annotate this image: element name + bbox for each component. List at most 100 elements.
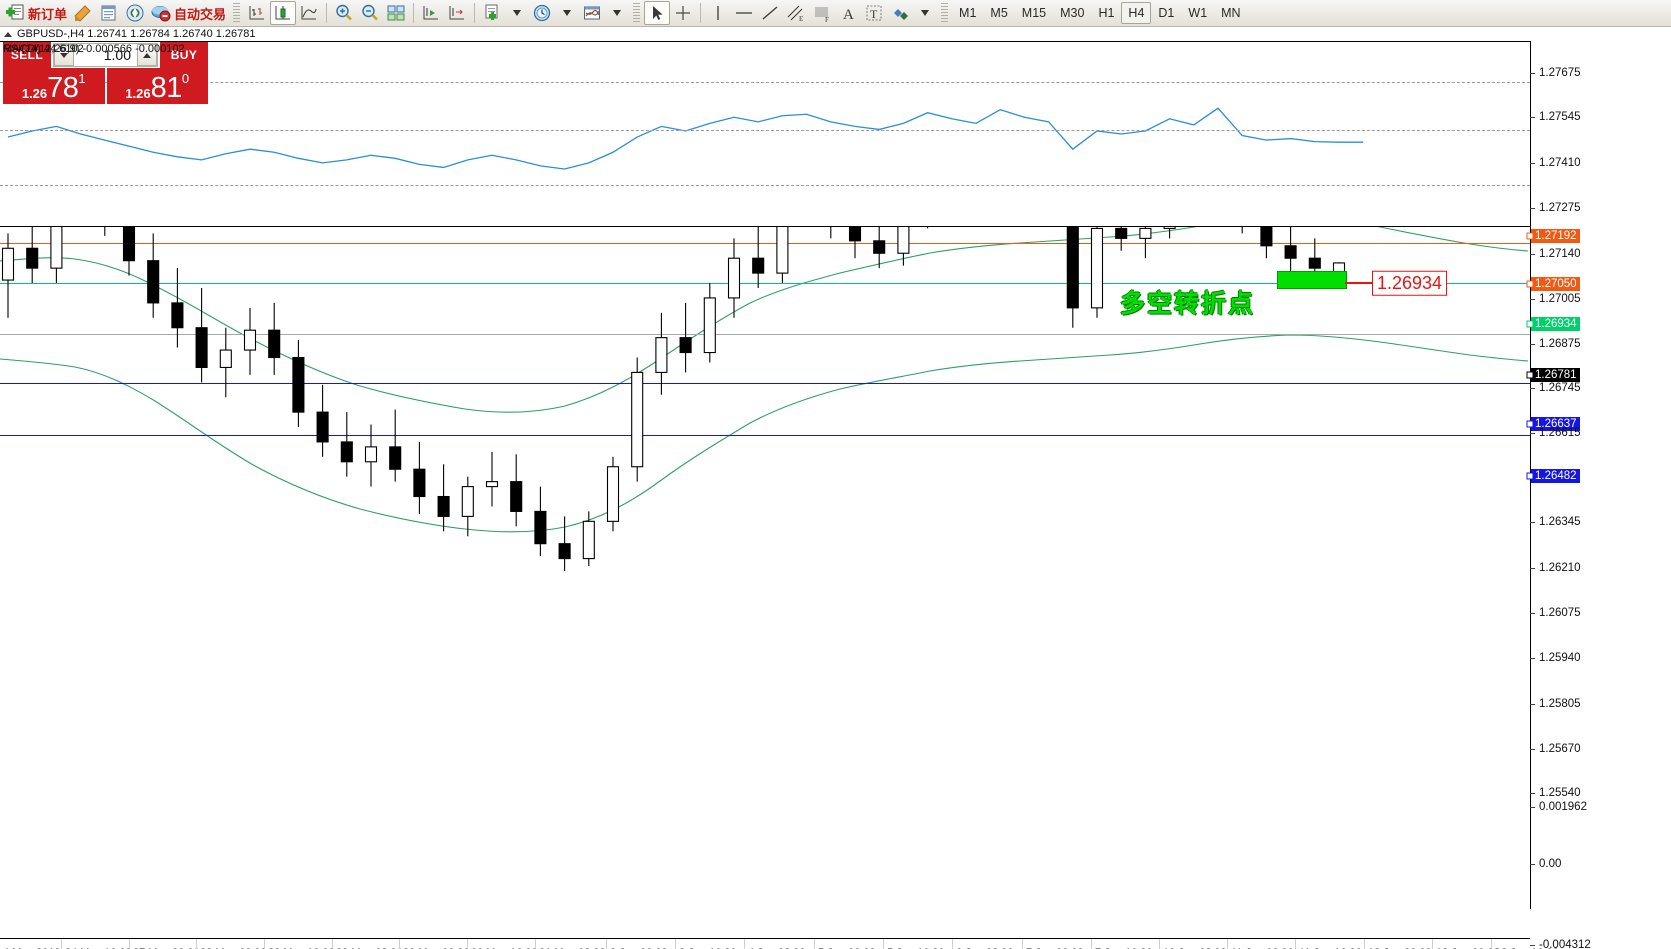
time-gridline <box>1295 939 1296 949</box>
price-level-handle[interactable] <box>1526 420 1534 428</box>
timeframe-d1[interactable]: D1 <box>1151 2 1181 24</box>
volume-increment-button[interactable] <box>137 44 157 66</box>
price-callout-box[interactable]: 1.26934 <box>1372 270 1448 296</box>
price-level-handle[interactable] <box>1526 280 1534 288</box>
fibonacci-button[interactable]: F <box>809 1 835 25</box>
price-tick-label: 1.26875 <box>1539 338 1581 350</box>
timeframe-m30[interactable]: M30 <box>1053 2 1091 24</box>
price-level-handle[interactable] <box>1526 320 1534 328</box>
toolbar-grip[interactable] <box>941 3 949 23</box>
templates-button[interactable] <box>479 1 505 25</box>
time-scale[interactable]: 4 May 201924 May 16:0027 May 08:0028 May… <box>0 938 1559 949</box>
rsi-level-80 <box>0 82 1530 83</box>
templates-dropdown[interactable] <box>505 1 529 25</box>
toolbar-separator <box>474 3 476 23</box>
candle-body <box>292 356 305 413</box>
price-tick-label: 1.26615 <box>1539 427 1581 439</box>
toolbar-grip[interactable] <box>633 3 641 23</box>
timeframe-m15[interactable]: M15 <box>1015 2 1053 24</box>
price-scale[interactable]: 1.27675 1.27545 1.27410 1.27275 1.27192 1.271… <box>1526 41 1671 949</box>
auto-scroll-button[interactable] <box>444 1 470 25</box>
time-gridline <box>467 939 468 949</box>
timeframe-h4[interactable]: H4 <box>1121 2 1152 24</box>
price-tick-label: 1.26345 <box>1539 516 1581 528</box>
timeframe-w1[interactable]: W1 <box>1181 2 1214 24</box>
candle-body <box>485 481 499 488</box>
price-level-badge[interactable]: 1.26637 <box>1531 417 1580 431</box>
candle-body <box>195 327 208 368</box>
timeframe-m1[interactable]: M1 <box>952 2 983 24</box>
tile-windows-button[interactable] <box>383 1 409 25</box>
data-window-button[interactable] <box>96 1 122 25</box>
candle-body <box>1284 245 1297 259</box>
price-tick <box>1530 613 1535 614</box>
text-label-button[interactable]: T <box>861 1 887 25</box>
price-level-badge[interactable]: 1.26934 <box>1531 317 1580 331</box>
price-level-handle[interactable] <box>1526 472 1534 480</box>
text-button[interactable]: A <box>835 1 861 25</box>
resistance-line-2[interactable] <box>0 243 1530 244</box>
new-order-button[interactable]: 新订单 <box>2 1 70 25</box>
line-chart-button[interactable] <box>296 1 322 25</box>
price-level-badge[interactable]: 1.27192 <box>1531 229 1580 243</box>
buy-price-display[interactable]: 1.26 81 0 <box>106 68 208 104</box>
support-line-2[interactable] <box>0 435 1530 436</box>
time-tick-label: 30 May 00:00 <box>403 947 470 949</box>
horizontal-line-button[interactable] <box>731 1 757 25</box>
candle-body <box>606 466 620 522</box>
time-tick-label: 7 Jun 00:00 <box>1026 947 1084 949</box>
bar-chart-button[interactable] <box>244 1 270 25</box>
collapse-triangle-icon[interactable] <box>4 31 12 37</box>
price-level-handle[interactable] <box>1526 371 1534 379</box>
rsi-canvas <box>0 42 1530 226</box>
rsi-pane[interactable]: RSI(14) 44.6102 <box>0 41 1530 227</box>
chart-annotation-text[interactable]: 多空转折点 <box>1120 290 1256 318</box>
price-tick <box>1530 568 1535 569</box>
support-line-1[interactable] <box>0 383 1530 384</box>
volume-stepper[interactable]: 1.00 <box>53 43 158 67</box>
zoom-out-button[interactable] <box>357 1 383 25</box>
period-button[interactable] <box>529 1 555 25</box>
zoom-in-button[interactable] <box>331 1 357 25</box>
clock-icon <box>533 4 551 22</box>
objects-dropdown[interactable] <box>913 1 937 25</box>
toolbar-grip[interactable] <box>233 3 241 23</box>
shift-chart-end-button[interactable] <box>418 1 444 25</box>
price-level-badge[interactable]: 1.26482 <box>1531 469 1580 483</box>
crosshair-button[interactable] <box>670 1 696 25</box>
time-gridline <box>1159 939 1160 949</box>
timeframe-mn[interactable]: MN <box>1214 2 1247 24</box>
volume-decrement-button[interactable] <box>54 44 74 66</box>
vertical-line-button[interactable] <box>705 1 731 25</box>
terminal-button[interactable]: 自动交易 <box>148 1 229 25</box>
objects-button[interactable] <box>887 1 913 25</box>
trendline-button[interactable] <box>757 1 783 25</box>
candlestick-chart-button[interactable] <box>270 1 297 25</box>
indicators-dropdown[interactable] <box>605 1 629 25</box>
timeframe-h1[interactable]: H1 <box>1091 2 1121 24</box>
timeframe-label: MN <box>1221 6 1241 20</box>
sell-button[interactable]: SELL <box>3 42 51 68</box>
price-tick <box>1530 793 1535 794</box>
chevron-down-icon <box>563 10 572 16</box>
price-level-badge[interactable]: 1.26781 <box>1531 368 1580 382</box>
price-level-badge[interactable]: 1.27050 <box>1531 277 1580 291</box>
price-level-handle[interactable] <box>1526 232 1534 240</box>
navigator-button[interactable] <box>122 1 148 25</box>
metaeditor-button[interactable] <box>70 1 96 25</box>
indicators-button[interactable] <box>579 1 605 25</box>
time-gridline <box>1364 939 1365 949</box>
volume-input[interactable]: 1.00 <box>103 47 131 63</box>
auto-trading-label: 自动交易 <box>174 6 227 22</box>
sell-price-display[interactable]: 1.26 78 1 <box>3 68 105 104</box>
period-dropdown[interactable] <box>555 1 579 25</box>
one-click-trading-panel[interactable]: SELL 1.00 BUY 1.26 78 1 1.26 81 0 <box>3 42 208 104</box>
cursor-button[interactable] <box>644 1 671 25</box>
data-window-icon <box>101 5 116 21</box>
equidistant-channel-button[interactable]: E <box>783 1 809 25</box>
timeframe-m5[interactable]: M5 <box>983 2 1014 24</box>
pivot-line[interactable] <box>0 283 1530 284</box>
candle-body <box>243 329 257 351</box>
buy-button[interactable]: BUY <box>160 42 208 68</box>
